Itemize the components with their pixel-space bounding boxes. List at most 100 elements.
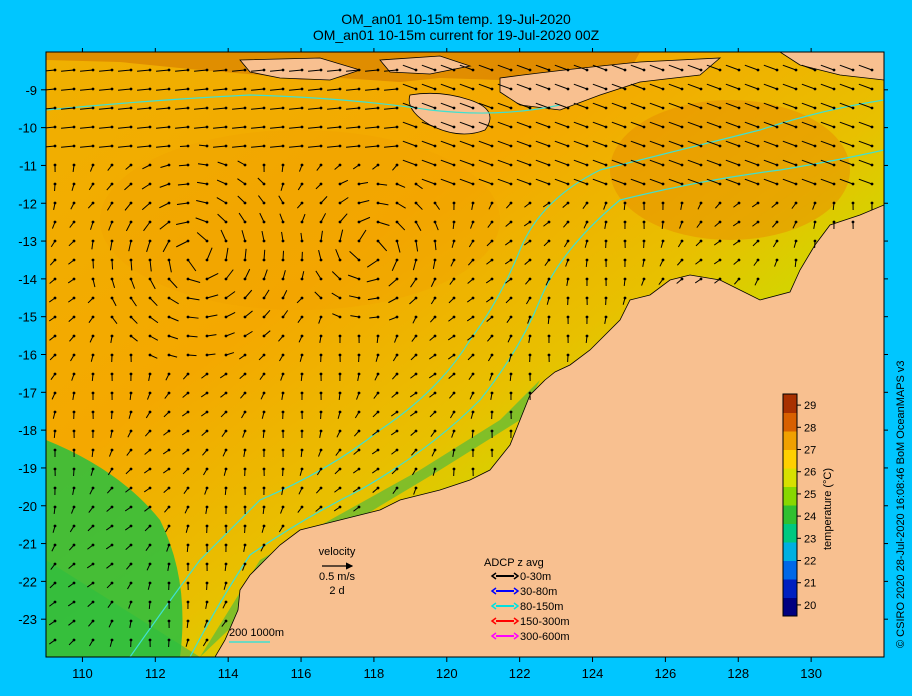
current-vector-origin [794,163,798,167]
current-vector [516,159,531,166]
current-vector [706,159,721,166]
current-vector [80,107,94,110]
current-vector-origin [91,505,95,509]
current-vector [668,159,683,166]
current-vector-origin [110,638,114,642]
current-vector-origin [433,315,437,319]
current-vector-origin [376,296,380,300]
current-vector-origin [357,163,361,167]
current-vector [149,259,152,272]
current-vector-origin [186,277,190,281]
current-vector-origin [72,239,76,243]
current-vector [440,102,455,109]
current-vector-origin [262,258,266,262]
current-vector-origin [262,106,266,110]
current-vector-origin [72,220,76,224]
current-vector-origin [471,68,475,72]
current-vector [611,159,626,166]
current-vector [225,311,236,318]
current-vector-origin [300,87,304,91]
current-vector-origin [832,201,836,205]
adcp-legend-swatch [490,617,520,625]
current-vector-origin [243,220,247,224]
current-vector-origin [281,391,285,395]
current-vector-origin [433,239,437,243]
current-vector [592,121,607,128]
current-vector-origin [110,562,114,566]
current-vector-origin [395,125,399,129]
current-vector-origin [186,182,190,186]
current-vector-origin [72,125,76,129]
current-vector [232,126,246,129]
current-vector [118,88,132,91]
current-vector-origin [281,220,285,224]
current-vector-origin [224,68,228,72]
current-vector-origin [224,144,228,148]
current-vector [421,159,436,166]
current-vector-origin [91,296,95,300]
current-vector [327,145,341,148]
colorbar-segment [783,486,797,506]
current-vector-origin [813,163,817,167]
current-vector-origin [395,372,399,376]
current-vector-origin [72,391,76,395]
current-vector-origin [129,619,133,623]
current-vector [497,121,512,128]
current-vector-origin [585,182,589,186]
current-vector [440,121,455,128]
current-vector-origin [452,467,456,471]
current-vector [573,140,588,147]
current-vector-origin [167,68,171,72]
current-vector [763,102,778,109]
current-vector-origin [604,182,608,186]
current-vector-origin [528,163,532,167]
current-vector [177,183,189,186]
current-vector-origin [91,106,95,110]
current-vector-origin [623,125,627,129]
current-vector [80,145,94,148]
current-vector-origin [718,144,722,148]
current-vector-origin [148,163,152,167]
current-vector-origin [205,87,209,91]
current-vector-origin [756,220,760,224]
current-vector-origin [794,182,798,186]
current-vector-origin [585,163,589,167]
current-vector-origin [110,486,114,490]
current-vector-origin [300,163,304,167]
current-vector-origin [452,448,456,452]
current-vector [592,159,607,166]
current-vector [320,196,328,204]
current-vector [99,107,113,110]
current-vector-origin [91,87,95,91]
current-vector-origin [281,239,285,243]
current-vector [46,69,56,72]
current-vector-origin [756,239,760,243]
current-vector-origin [433,467,437,471]
current-vector [396,202,406,209]
current-vector-origin [186,87,190,91]
x-tick-label: 114 [218,666,239,681]
current-vector-origin [490,410,494,414]
current-vector-origin [72,296,76,300]
current-vector-origin [414,68,418,72]
current-vector-origin [623,258,627,262]
current-vector [168,278,178,289]
current-vector-origin [167,296,171,300]
current-vector [251,107,265,110]
current-vector-origin [452,258,456,262]
current-vector-origin [642,258,646,262]
current-vector-origin [129,543,133,547]
current-vector-origin [414,220,418,224]
current-vector [415,202,423,210]
current-vector-origin [585,277,589,281]
current-vector [187,259,197,272]
current-vector-origin [338,467,342,471]
current-vector [415,221,422,231]
current-vector [175,69,189,72]
current-vector [384,69,398,72]
x-tick-label: 130 [800,666,822,681]
current-vector-origin [262,543,266,547]
current-vector [687,159,702,166]
current-vector-origin [623,87,627,91]
current-vector-origin [53,353,57,357]
